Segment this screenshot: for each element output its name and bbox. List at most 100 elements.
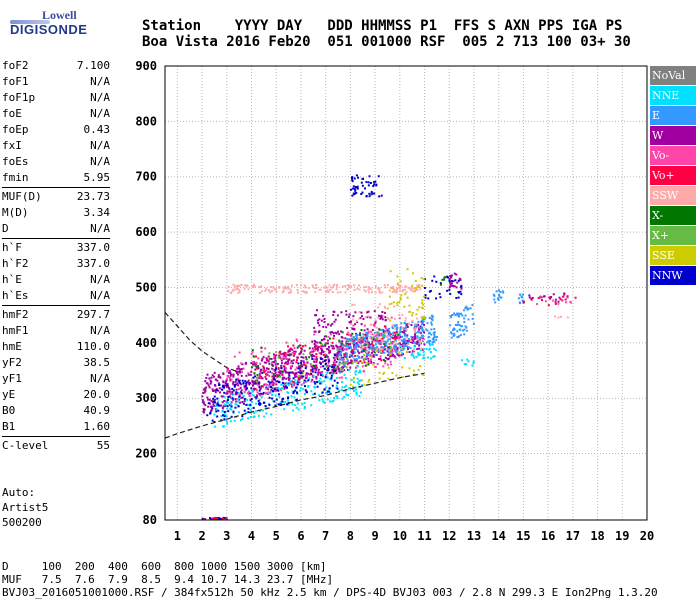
data-point [465, 363, 468, 366]
data-point [244, 388, 247, 391]
data-point [274, 371, 277, 374]
data-point [325, 335, 328, 338]
param-name: hmF2 [2, 308, 29, 321]
data-point [236, 285, 239, 288]
data-point [288, 374, 291, 377]
data-point [462, 329, 465, 332]
data-point [275, 354, 278, 357]
data-point [217, 389, 220, 392]
data-point [453, 272, 456, 275]
data-point [386, 340, 389, 343]
data-point [428, 342, 431, 345]
data-point [401, 313, 404, 316]
param-row: h`F2 337.0 [2, 256, 110, 272]
data-point [317, 322, 320, 325]
data-point [417, 342, 420, 345]
data-point [360, 336, 363, 339]
data-point [285, 357, 288, 360]
data-point [345, 310, 348, 313]
data-point [216, 397, 219, 400]
data-point [353, 328, 356, 331]
data-point [386, 331, 389, 334]
data-point [421, 322, 424, 325]
data-point [346, 284, 349, 287]
data-point [360, 347, 363, 350]
data-point [263, 361, 266, 364]
data-point [207, 398, 210, 401]
data-point [257, 382, 260, 385]
data-point [422, 295, 425, 298]
data-point [417, 368, 420, 371]
data-point [415, 323, 418, 326]
data-point [287, 376, 290, 379]
data-point [318, 394, 321, 397]
data-point [242, 402, 245, 405]
data-point [335, 344, 338, 347]
data-point [319, 371, 322, 374]
data-point [285, 354, 288, 357]
data-point [326, 289, 329, 292]
data-point [323, 286, 326, 289]
data-point [230, 415, 233, 418]
data-point [340, 388, 343, 391]
data-point [360, 329, 363, 332]
data-point [251, 379, 254, 382]
data-point [354, 386, 357, 389]
data-point [253, 412, 256, 415]
data-point [298, 374, 301, 377]
data-point [361, 335, 364, 338]
data-point [460, 285, 463, 288]
data-point [411, 338, 414, 341]
data-point [237, 377, 240, 380]
data-point [448, 279, 451, 282]
data-point [312, 370, 315, 373]
data-point [239, 393, 242, 396]
data-point [349, 334, 352, 337]
data-point [289, 347, 292, 350]
data-point [564, 298, 567, 301]
data-point [411, 320, 414, 323]
data-point [238, 371, 241, 374]
data-point [413, 341, 416, 344]
data-point [228, 369, 231, 372]
data-point [304, 376, 307, 379]
data-point [353, 339, 356, 342]
data-point [218, 404, 221, 407]
data-point [277, 371, 280, 374]
data-point [372, 338, 375, 341]
data-point [335, 376, 338, 379]
data-point [395, 288, 398, 291]
data-point [310, 380, 313, 383]
data-point [353, 284, 356, 287]
data-point [345, 345, 348, 348]
data-point [343, 363, 346, 366]
data-point [233, 285, 236, 288]
data-point [324, 376, 327, 379]
data-point [258, 389, 261, 392]
data-point [413, 373, 416, 376]
data-point [367, 380, 370, 383]
param-value: 297.7 [76, 308, 110, 321]
data-point [300, 383, 303, 386]
data-point [404, 293, 407, 296]
data-point [240, 389, 243, 392]
data-point [253, 380, 256, 383]
data-point [366, 337, 369, 340]
data-point [270, 413, 273, 416]
data-point [300, 359, 303, 362]
data-point [229, 291, 232, 294]
data-point [399, 289, 402, 292]
param-name: yF1 [2, 372, 22, 385]
data-point [344, 385, 347, 388]
data-point [364, 333, 367, 336]
data-point [221, 517, 224, 520]
data-point [367, 332, 370, 335]
data-point [378, 314, 381, 317]
data-point [215, 408, 218, 411]
data-point [557, 316, 560, 319]
param-name: foEs [2, 155, 29, 168]
data-point [323, 335, 326, 338]
data-point [280, 359, 283, 362]
data-point [432, 331, 435, 334]
data-point [422, 315, 425, 318]
